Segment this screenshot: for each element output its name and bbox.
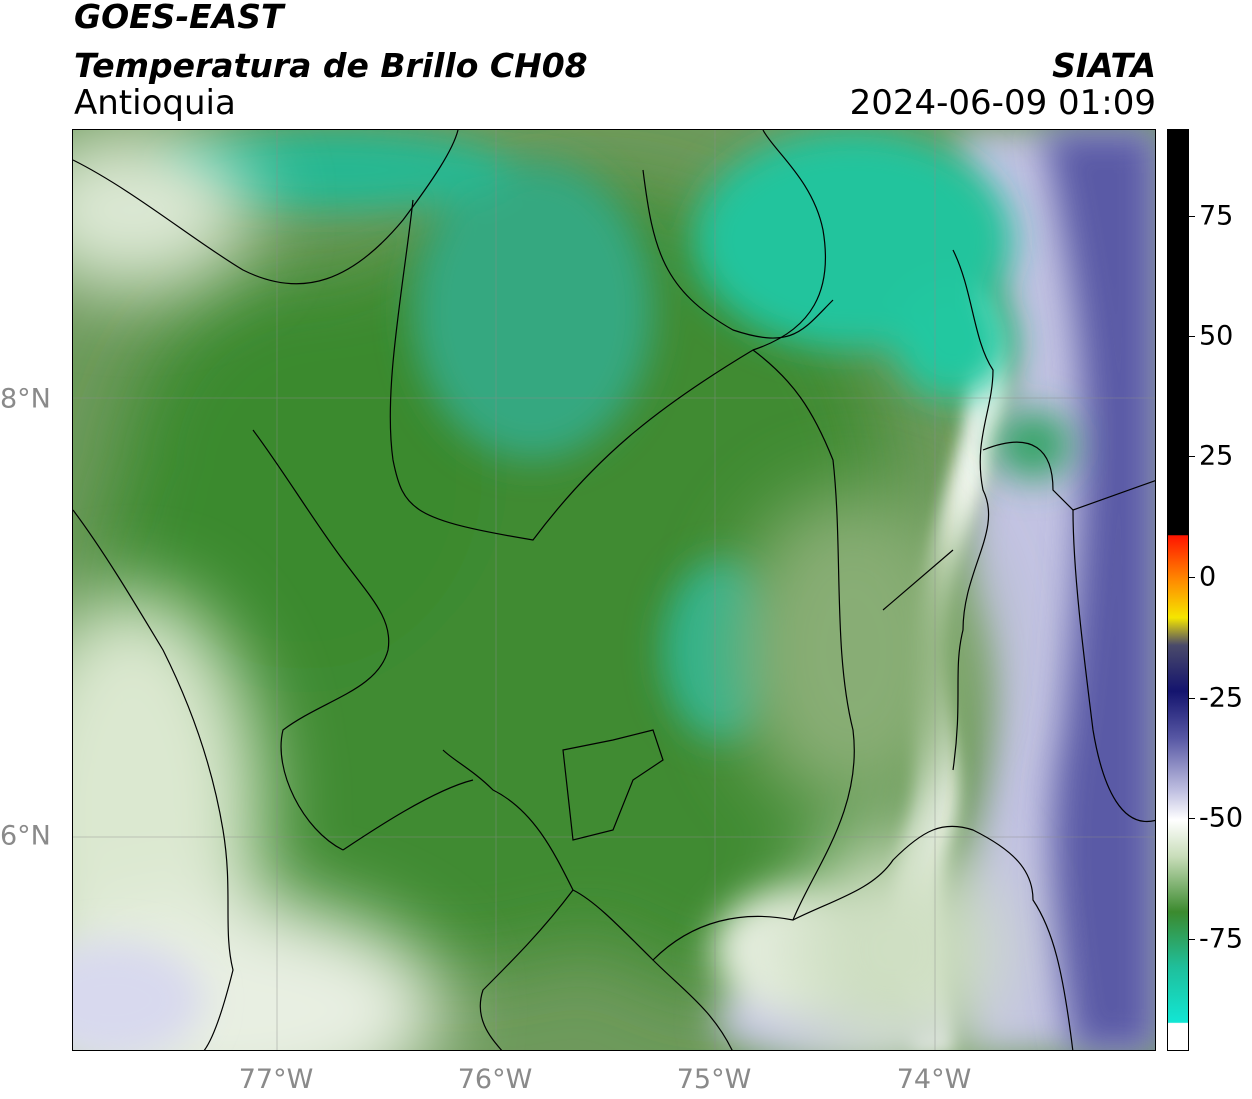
org-label: SIATA	[1052, 46, 1156, 85]
lon-label-77w: 77°W	[238, 1064, 314, 1095]
colorbar-tick	[1189, 456, 1195, 457]
colorbar	[1167, 129, 1189, 1051]
lat-label-8n: 8°N	[0, 383, 51, 415]
boundary-lines	[73, 130, 1155, 1050]
colorbar-label-neg25: -25	[1199, 682, 1244, 714]
colorbar-label-0: 0	[1199, 561, 1217, 593]
colorbar-tick	[1189, 336, 1195, 337]
colorbar-tick	[1189, 698, 1195, 699]
colorbar-label-neg75: -75	[1199, 923, 1244, 955]
graticule	[73, 130, 1155, 1050]
colorbar-gradient	[1168, 130, 1188, 1050]
satellite-title: GOES-EAST	[74, 0, 284, 36]
datetime-label: 2024-06-09 01:09	[849, 83, 1156, 123]
colorbar-label-75: 75	[1199, 200, 1234, 232]
colorbar-tick	[1189, 939, 1195, 940]
colorbar-tick	[1189, 818, 1195, 819]
colorbar-label-25: 25	[1199, 440, 1234, 472]
lat-label-6n: 6°N	[0, 820, 51, 852]
product-title: Temperatura de Brillo CH08	[74, 46, 588, 85]
lon-label-76w: 76°W	[457, 1064, 533, 1095]
colorbar-label-neg50: -50	[1199, 802, 1244, 834]
colorbar-tick	[1189, 577, 1195, 578]
region-title: Antioquia	[74, 83, 236, 123]
colorbar-label-50: 50	[1199, 320, 1234, 352]
brightness-temperature-field	[73, 130, 1155, 1050]
colorbar-tick	[1189, 216, 1195, 217]
lon-label-74w: 74°W	[896, 1064, 972, 1095]
satellite-map	[72, 129, 1156, 1051]
lon-label-75w: 75°W	[676, 1064, 752, 1095]
